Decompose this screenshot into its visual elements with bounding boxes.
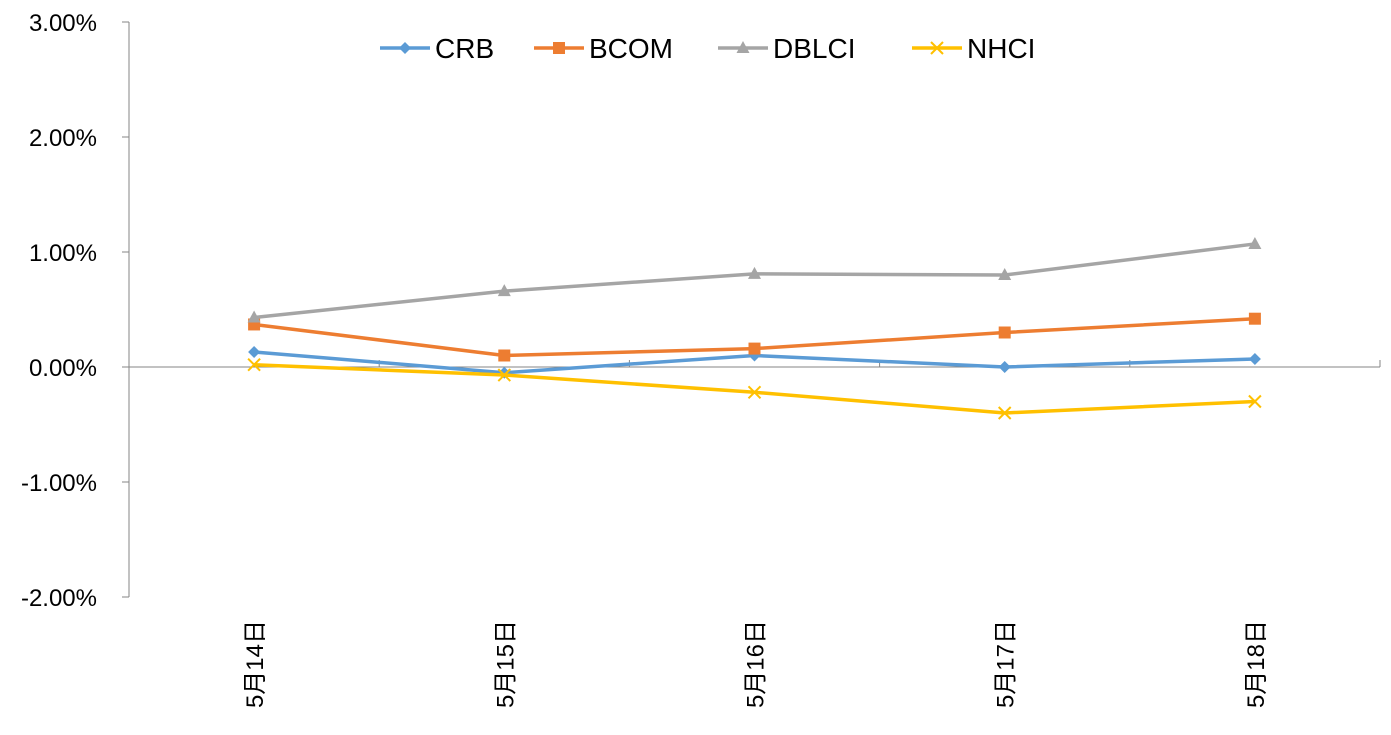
x-tick-label: 5月14日 [242,620,269,708]
data-point-bcom [1248,312,1261,325]
x-tick-label: 5月16日 [743,620,770,708]
legend-item-dblci: DBLCI [718,33,855,64]
legend-marker [553,42,565,54]
series-group [247,236,1262,420]
data-point-dblci [998,268,1012,280]
data-point-nhci [747,385,762,400]
data-point-dblci [497,284,511,297]
data-point-dblci [247,310,261,323]
x-axis-ticks: 5月14日 5月15日 5月16日 5月17日 5月18日 [128,360,1381,708]
x-marker-stroke [247,357,261,372]
y-tick-label: -1.00% [21,470,97,497]
data-point-crb [998,361,1011,373]
y-axis-ticks: 3.00% 2.00% 1.00% 0.00% -1.00% -2.00% [21,10,129,612]
data-point-bcom [748,342,761,355]
series-nhci [247,357,1262,420]
y-tick-label: -2.00% [21,585,97,612]
x-marker-stroke [497,368,512,382]
x-marker-stroke [1248,394,1262,409]
y-tick-label: 1.00% [29,240,97,267]
legend-label: DBLCI [773,33,855,64]
legend-label: BCOM [589,33,673,64]
legend-marker [930,41,944,55]
x-tick-label: 5月18日 [1243,620,1270,708]
x-marker-stroke [930,41,944,55]
data-point-crb [248,346,261,359]
legend-item-bcom: BCOM [534,33,673,64]
legend-label: CRB [435,33,494,64]
y-tick-label: 2.00% [29,125,97,152]
legend-label: NHCI [967,33,1035,64]
series-bcom [248,312,1261,362]
data-point-nhci [497,368,512,382]
legend-marker [399,42,411,54]
series-line-nhci [254,362,1255,415]
data-point-nhci [247,357,261,372]
series-dblci [247,236,1262,323]
data-point-dblci [748,266,761,279]
y-tick-label: 0.00% [29,355,97,382]
legend-item-crb: CRB [380,33,494,64]
legend-marker [736,41,750,53]
x-tick-label: 5月17日 [993,620,1020,708]
legend-item-nhci: NHCI [912,33,1035,64]
data-point-bcom [998,326,1011,339]
legend: CRB BCOM DBLCI NHCI [380,33,1035,64]
data-point-bcom [498,349,511,362]
x-marker-stroke [997,406,1012,420]
data-point-nhci [1248,394,1262,409]
series-line-dblci [253,242,1256,320]
data-point-dblci [1248,236,1262,249]
data-point-crb [1248,352,1261,365]
x-tick-label: 5月15日 [492,620,519,708]
x-marker-stroke [747,385,762,400]
y-tick-label: 3.00% [29,10,97,37]
data-point-nhci [997,406,1012,420]
